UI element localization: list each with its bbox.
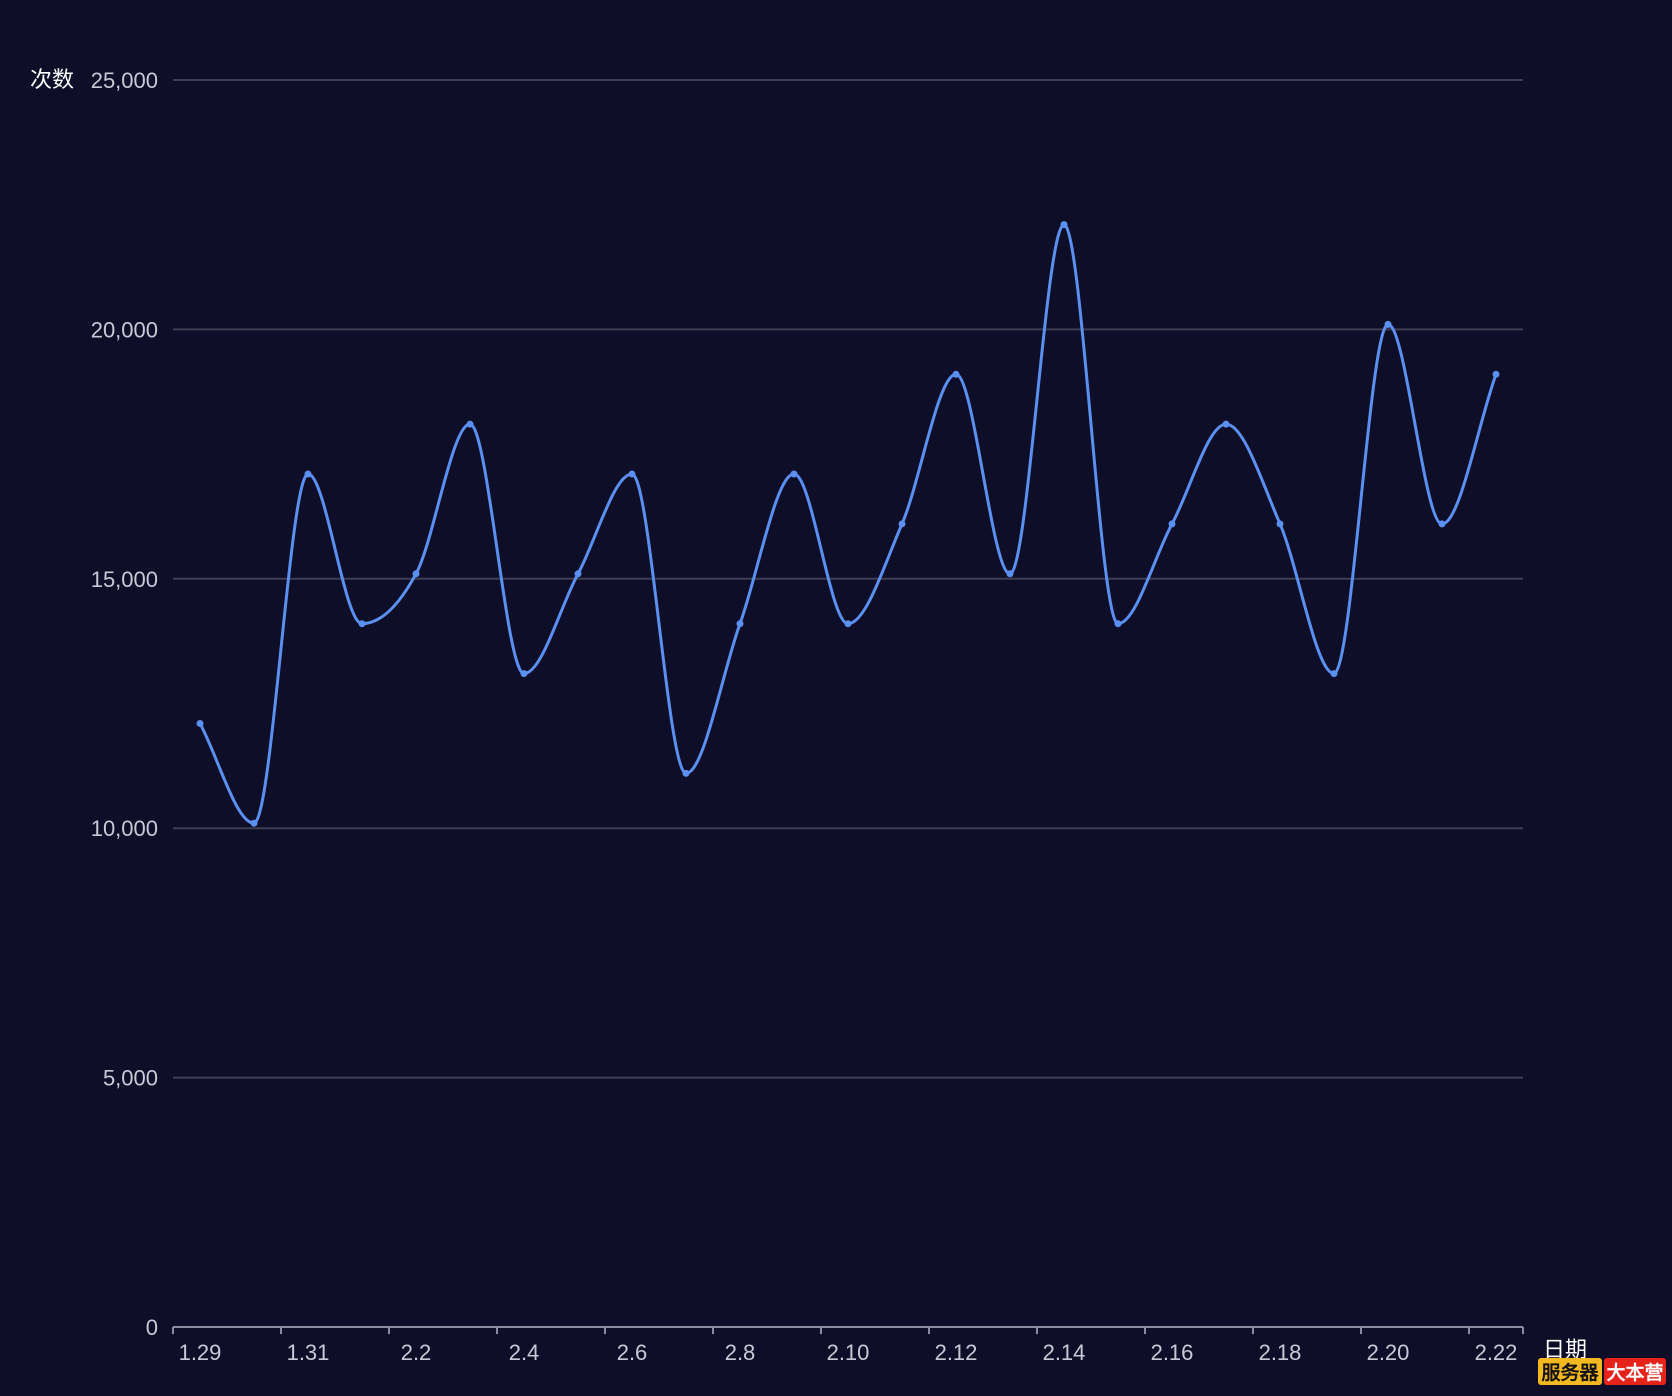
data-point-2.11[interactable] <box>898 520 906 528</box>
data-point-2.4[interactable] <box>520 670 528 678</box>
data-point-2.1[interactable] <box>358 620 366 628</box>
y-axis-label: 次数 <box>30 68 74 93</box>
data-point-2.14[interactable] <box>1060 221 1068 229</box>
data-point-2.9[interactable] <box>790 470 798 478</box>
x-tick-label: 2.12 <box>935 1340 978 1365</box>
watermark-badge-right-bg <box>1604 1358 1666 1385</box>
x-tick-label: 1.31 <box>287 1340 330 1365</box>
x-tick-label: 2.10 <box>827 1340 870 1365</box>
data-point-2.2[interactable] <box>412 570 420 578</box>
x-tick-label: 2.22 <box>1475 1340 1518 1365</box>
watermark-badge-left-bg <box>1538 1358 1602 1385</box>
data-point-2.18[interactable] <box>1276 520 1284 528</box>
data-point-2.13[interactable] <box>1006 570 1014 578</box>
data-point-1.29[interactable] <box>196 719 204 727</box>
data-point-2.10[interactable] <box>844 620 852 628</box>
x-tick-label: 2.2 <box>401 1340 432 1365</box>
data-point-1.31[interactable] <box>304 470 312 478</box>
data-point-2.8[interactable] <box>736 620 744 628</box>
data-point-2.19[interactable] <box>1330 670 1338 678</box>
series-line-group <box>198 223 1498 825</box>
series-points <box>196 221 1500 827</box>
data-point-2.6[interactable] <box>628 470 636 478</box>
y-tick-label: 20,000 <box>91 317 158 342</box>
y-tick-label: 0 <box>146 1315 158 1340</box>
data-point-2.22[interactable] <box>1492 370 1500 378</box>
y-tick-label: 10,000 <box>91 816 158 841</box>
x-tick-label: 2.6 <box>617 1340 648 1365</box>
x-tick-label: 2.20 <box>1367 1340 1410 1365</box>
x-axis <box>172 1326 1524 1334</box>
data-point-2.21[interactable] <box>1438 520 1446 528</box>
watermark-text-right: 大本营 <box>1606 1361 1663 1384</box>
y-tick-label: 25,000 <box>91 68 158 93</box>
y-tick-label: 15,000 <box>91 567 158 592</box>
x-tick-label: 2.18 <box>1259 1340 1302 1365</box>
data-point-2.15[interactable] <box>1114 620 1122 628</box>
x-tick-label: 2.4 <box>509 1340 540 1365</box>
y-tick-label: 5,000 <box>103 1066 158 1091</box>
series-line <box>198 223 1498 825</box>
data-point-2.3[interactable] <box>466 420 474 428</box>
data-point-2.12[interactable] <box>952 370 960 378</box>
grid-lines <box>173 79 1523 1079</box>
y-axis-tick-labels: 0 5,000 10,000 15,000 20,000 25,000 <box>91 68 158 1340</box>
x-tick-label: 2.8 <box>725 1340 756 1365</box>
x-tick-label: 2.16 <box>1151 1340 1194 1365</box>
x-tick-label: 1.29 <box>179 1340 222 1365</box>
data-point-1.30[interactable] <box>250 819 258 827</box>
x-tick-label: 2.14 <box>1043 1340 1086 1365</box>
data-point-2.20[interactable] <box>1384 320 1392 328</box>
watermark-text-left: 服务器 <box>1541 1361 1599 1384</box>
x-axis-tick-labels: 1.29 1.31 2.2 2.4 2.6 2.8 2.10 2.12 2.14 2.16 2.18… <box>179 1340 1518 1365</box>
data-point-2.16[interactable] <box>1168 520 1176 528</box>
watermark-badge: 服务器 大本营 <box>1538 1358 1666 1385</box>
data-point-2.17[interactable] <box>1222 420 1230 428</box>
data-point-2.5[interactable] <box>574 570 582 578</box>
data-point-2.7[interactable] <box>682 769 690 777</box>
